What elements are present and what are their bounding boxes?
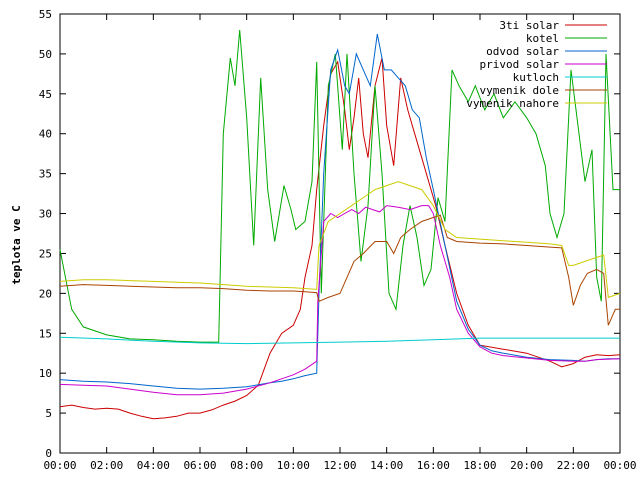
x-tick-label: 20:00	[510, 459, 543, 472]
x-tick-label: 02:00	[90, 459, 123, 472]
series-line-kotel	[59, 29, 620, 343]
x-tick-label: 14:00	[370, 459, 403, 472]
x-tick-label: 08:00	[230, 459, 263, 472]
series-line-privod-solar	[59, 205, 621, 396]
legend-label-vymenik-nahore: vymenik nahore	[466, 97, 559, 110]
y-tick-label: 55	[39, 8, 52, 21]
x-tick-label: 22:00	[557, 459, 590, 472]
y-tick-label: 10	[39, 367, 52, 380]
y-tick-label: 25	[39, 247, 52, 260]
legend-label-vymenik-dole: vymenik dole	[480, 84, 559, 97]
x-tick-label: 16:00	[417, 459, 450, 472]
y-tick-label: 15	[39, 327, 52, 340]
legend-label-kutloch: kutloch	[513, 71, 559, 84]
series-lines	[59, 29, 621, 420]
x-tick-label: 10:00	[277, 459, 310, 472]
axis-ticks: 0 5 10 15 20 25 30 35 40 45 50 55 00:00 02:00 04:00 06:…	[39, 8, 637, 472]
y-tick-label: 50	[39, 48, 52, 61]
y-tick-label: 30	[39, 208, 52, 221]
x-tick-label: 00:00	[603, 459, 636, 472]
legend-label-kotel: kotel	[526, 32, 559, 45]
series-line-kutloch	[59, 336, 620, 345]
x-tick-label: 12:00	[323, 459, 356, 472]
series-line-vymenik-dole	[59, 214, 620, 326]
legend-label-odvod-solar: odvod solar	[486, 45, 559, 58]
y-axis-title: teplota ve C	[10, 205, 23, 284]
series-line-odvod-solar	[59, 33, 620, 390]
y-tick-label: 20	[39, 287, 52, 300]
y-tick-label: 5	[45, 407, 52, 420]
x-tick-label: 04:00	[137, 459, 170, 472]
x-tick-label: 18:00	[463, 459, 496, 472]
y-tick-label: 0	[45, 447, 52, 460]
series-line-vymenik-nahore	[59, 181, 621, 299]
y-tick-label: 35	[39, 168, 52, 181]
legend-label-3ti-solar: 3ti solar	[499, 19, 559, 32]
legend-label-privod-solar: privod solar	[480, 58, 560, 71]
y-tick-label: 40	[39, 128, 52, 141]
x-tick-label: 06:00	[183, 459, 216, 472]
y-tick-label: 45	[39, 88, 52, 101]
x-tick-label: 00:00	[43, 459, 76, 472]
